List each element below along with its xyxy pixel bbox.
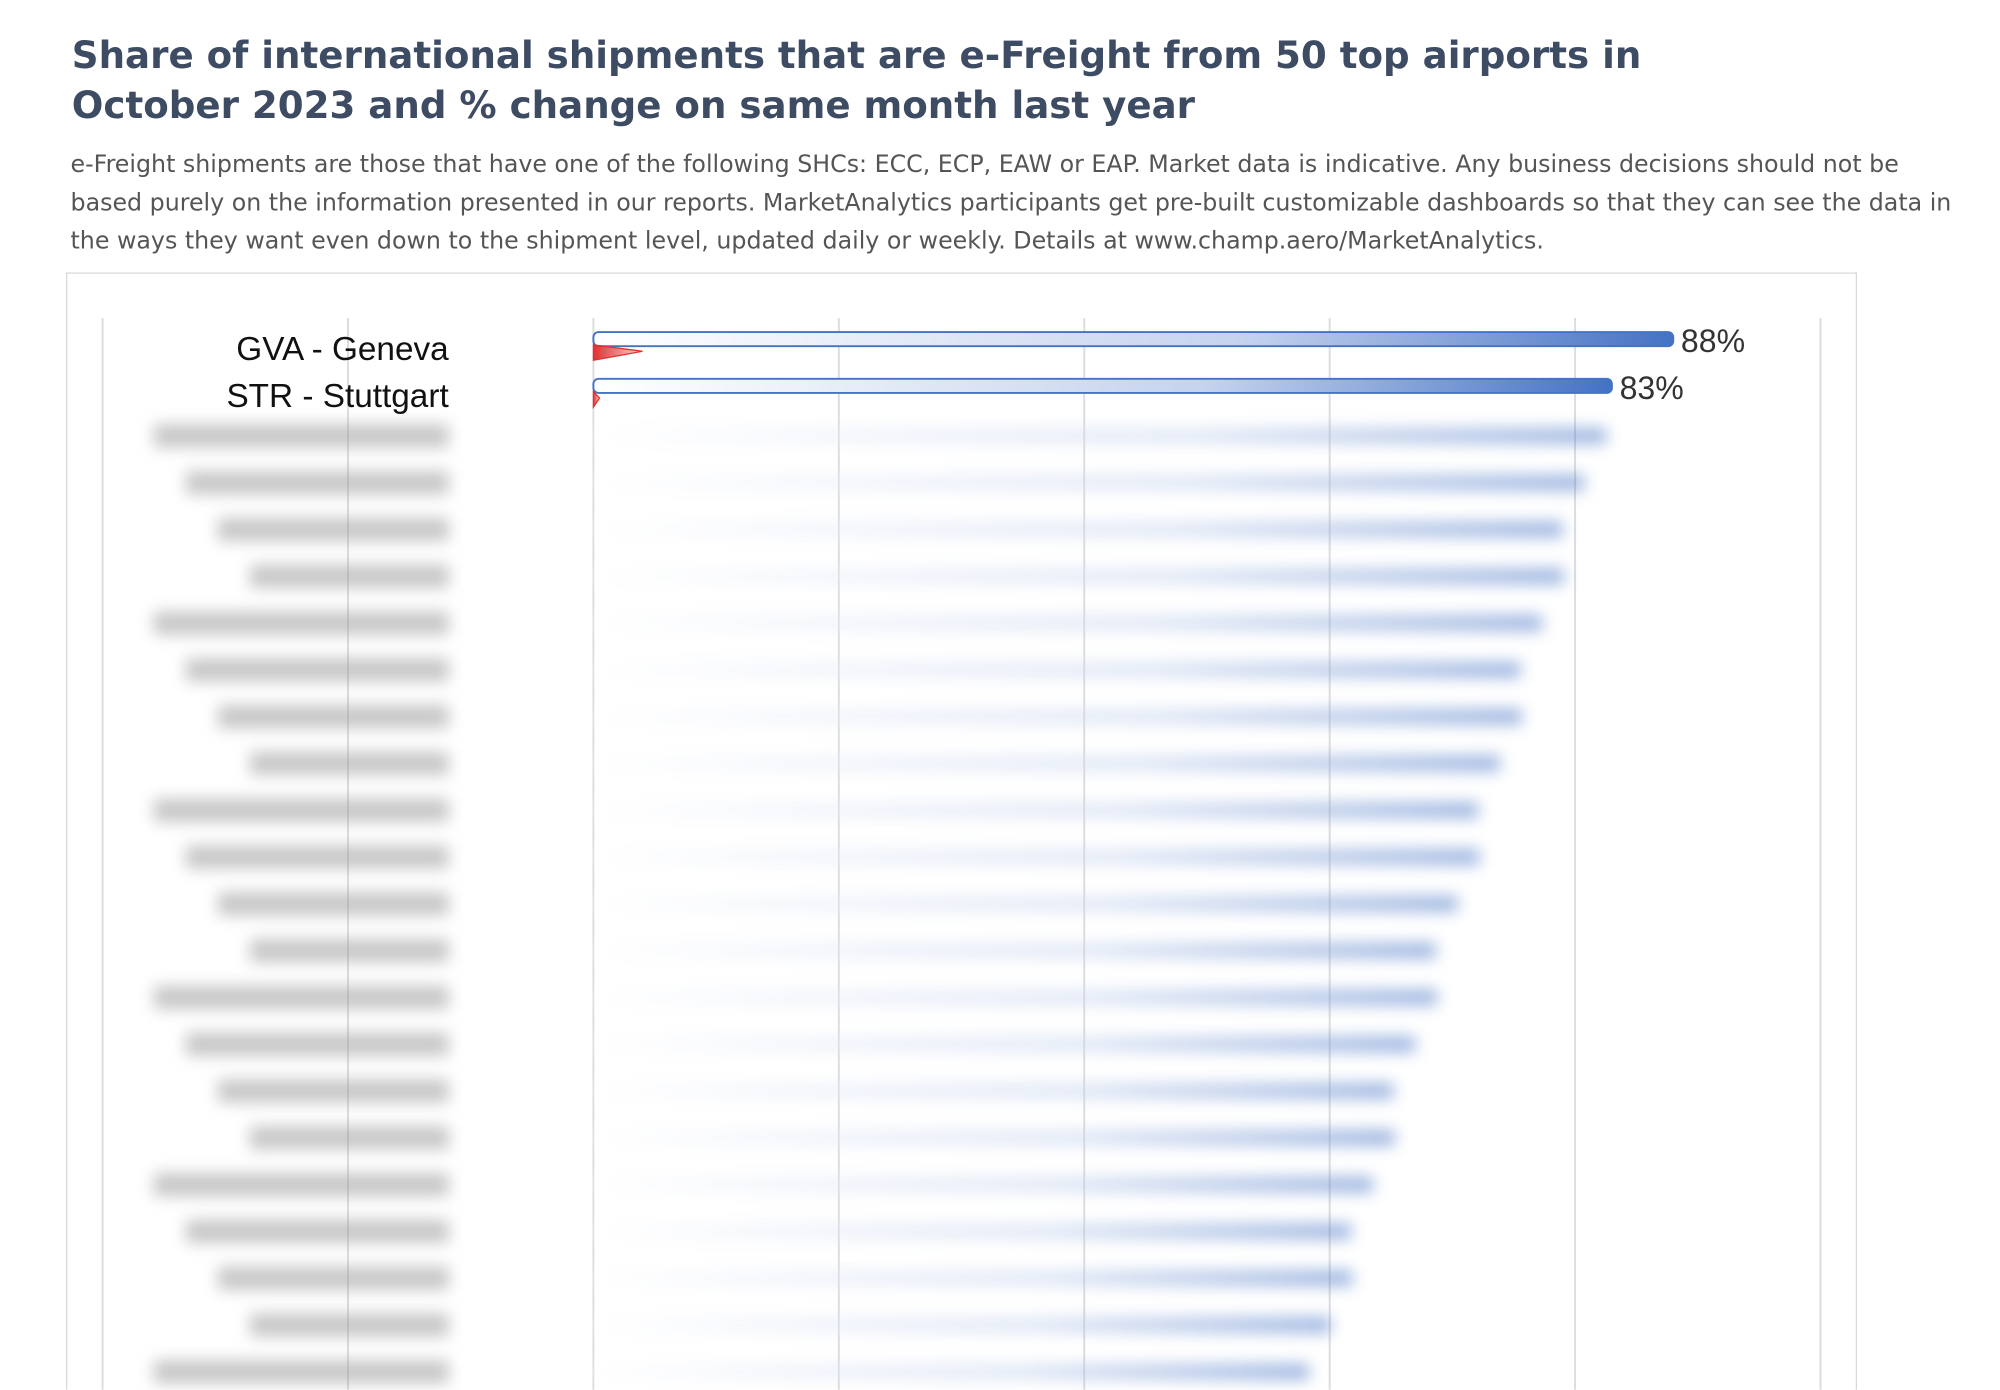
blurred-bar	[593, 1270, 1353, 1286]
blurred-bar	[593, 474, 1585, 491]
blurred-label	[185, 1219, 449, 1243]
blurred-label	[249, 1313, 449, 1337]
blurred-label	[249, 939, 449, 963]
plot-frame	[66, 272, 1858, 1390]
blurred-label	[153, 1173, 449, 1197]
blurred-bar	[593, 1223, 1352, 1240]
data-label: 83%	[1620, 370, 1684, 406]
blurred-label	[217, 705, 449, 729]
blurred-bar	[593, 1130, 1395, 1146]
blurred-bar	[593, 802, 1479, 818]
blurred-label	[185, 658, 449, 682]
blurred-bar	[593, 896, 1458, 912]
blurred-label	[153, 985, 449, 1009]
blurred-label	[217, 892, 449, 916]
blurred-label	[153, 424, 449, 448]
y-tick-label: STR - Stuttgart	[226, 378, 449, 415]
blurred-bar	[593, 1083, 1394, 1099]
blurred-bar	[593, 428, 1607, 444]
chart-subtitle: e-Freight shipments are those that have …	[70, 151, 1952, 256]
blurred-rows	[153, 424, 1607, 1384]
blurred-bar	[593, 521, 1563, 538]
data-label: 88%	[1681, 323, 1745, 359]
blurred-bar	[593, 849, 1480, 865]
y-tick-label: GVA - Geneva	[236, 331, 449, 368]
blurred-bar	[593, 1176, 1373, 1193]
blurred-label	[185, 1032, 449, 1056]
blurred-label	[217, 1079, 449, 1103]
blurred-label	[153, 1360, 449, 1384]
chart-title: Share of international shipments that ar…	[71, 33, 1642, 127]
blurred-bar	[593, 662, 1521, 678]
blurred-label	[153, 611, 449, 635]
blurred-bar	[593, 1036, 1416, 1052]
blurred-bar	[593, 755, 1500, 772]
blurred-bar	[593, 615, 1543, 631]
bar	[592, 377, 1613, 394]
blurred-label	[185, 471, 449, 495]
change-bar	[592, 390, 601, 410]
blurred-label	[217, 517, 449, 542]
blurred-label	[217, 1266, 449, 1290]
blurred-label	[153, 798, 449, 822]
blurred-bar	[593, 1317, 1331, 1333]
blurred-bar	[593, 708, 1522, 725]
blurred-bar	[593, 942, 1436, 959]
blurred-label	[185, 845, 449, 869]
blurred-label	[249, 564, 449, 588]
blurred-bar	[593, 989, 1437, 1006]
blurred-label	[249, 751, 449, 775]
blurred-label	[249, 1126, 449, 1150]
change-bar	[592, 344, 643, 362]
bar	[592, 331, 1675, 348]
blurred-bar	[593, 568, 1564, 584]
blurred-bar	[593, 1364, 1309, 1380]
